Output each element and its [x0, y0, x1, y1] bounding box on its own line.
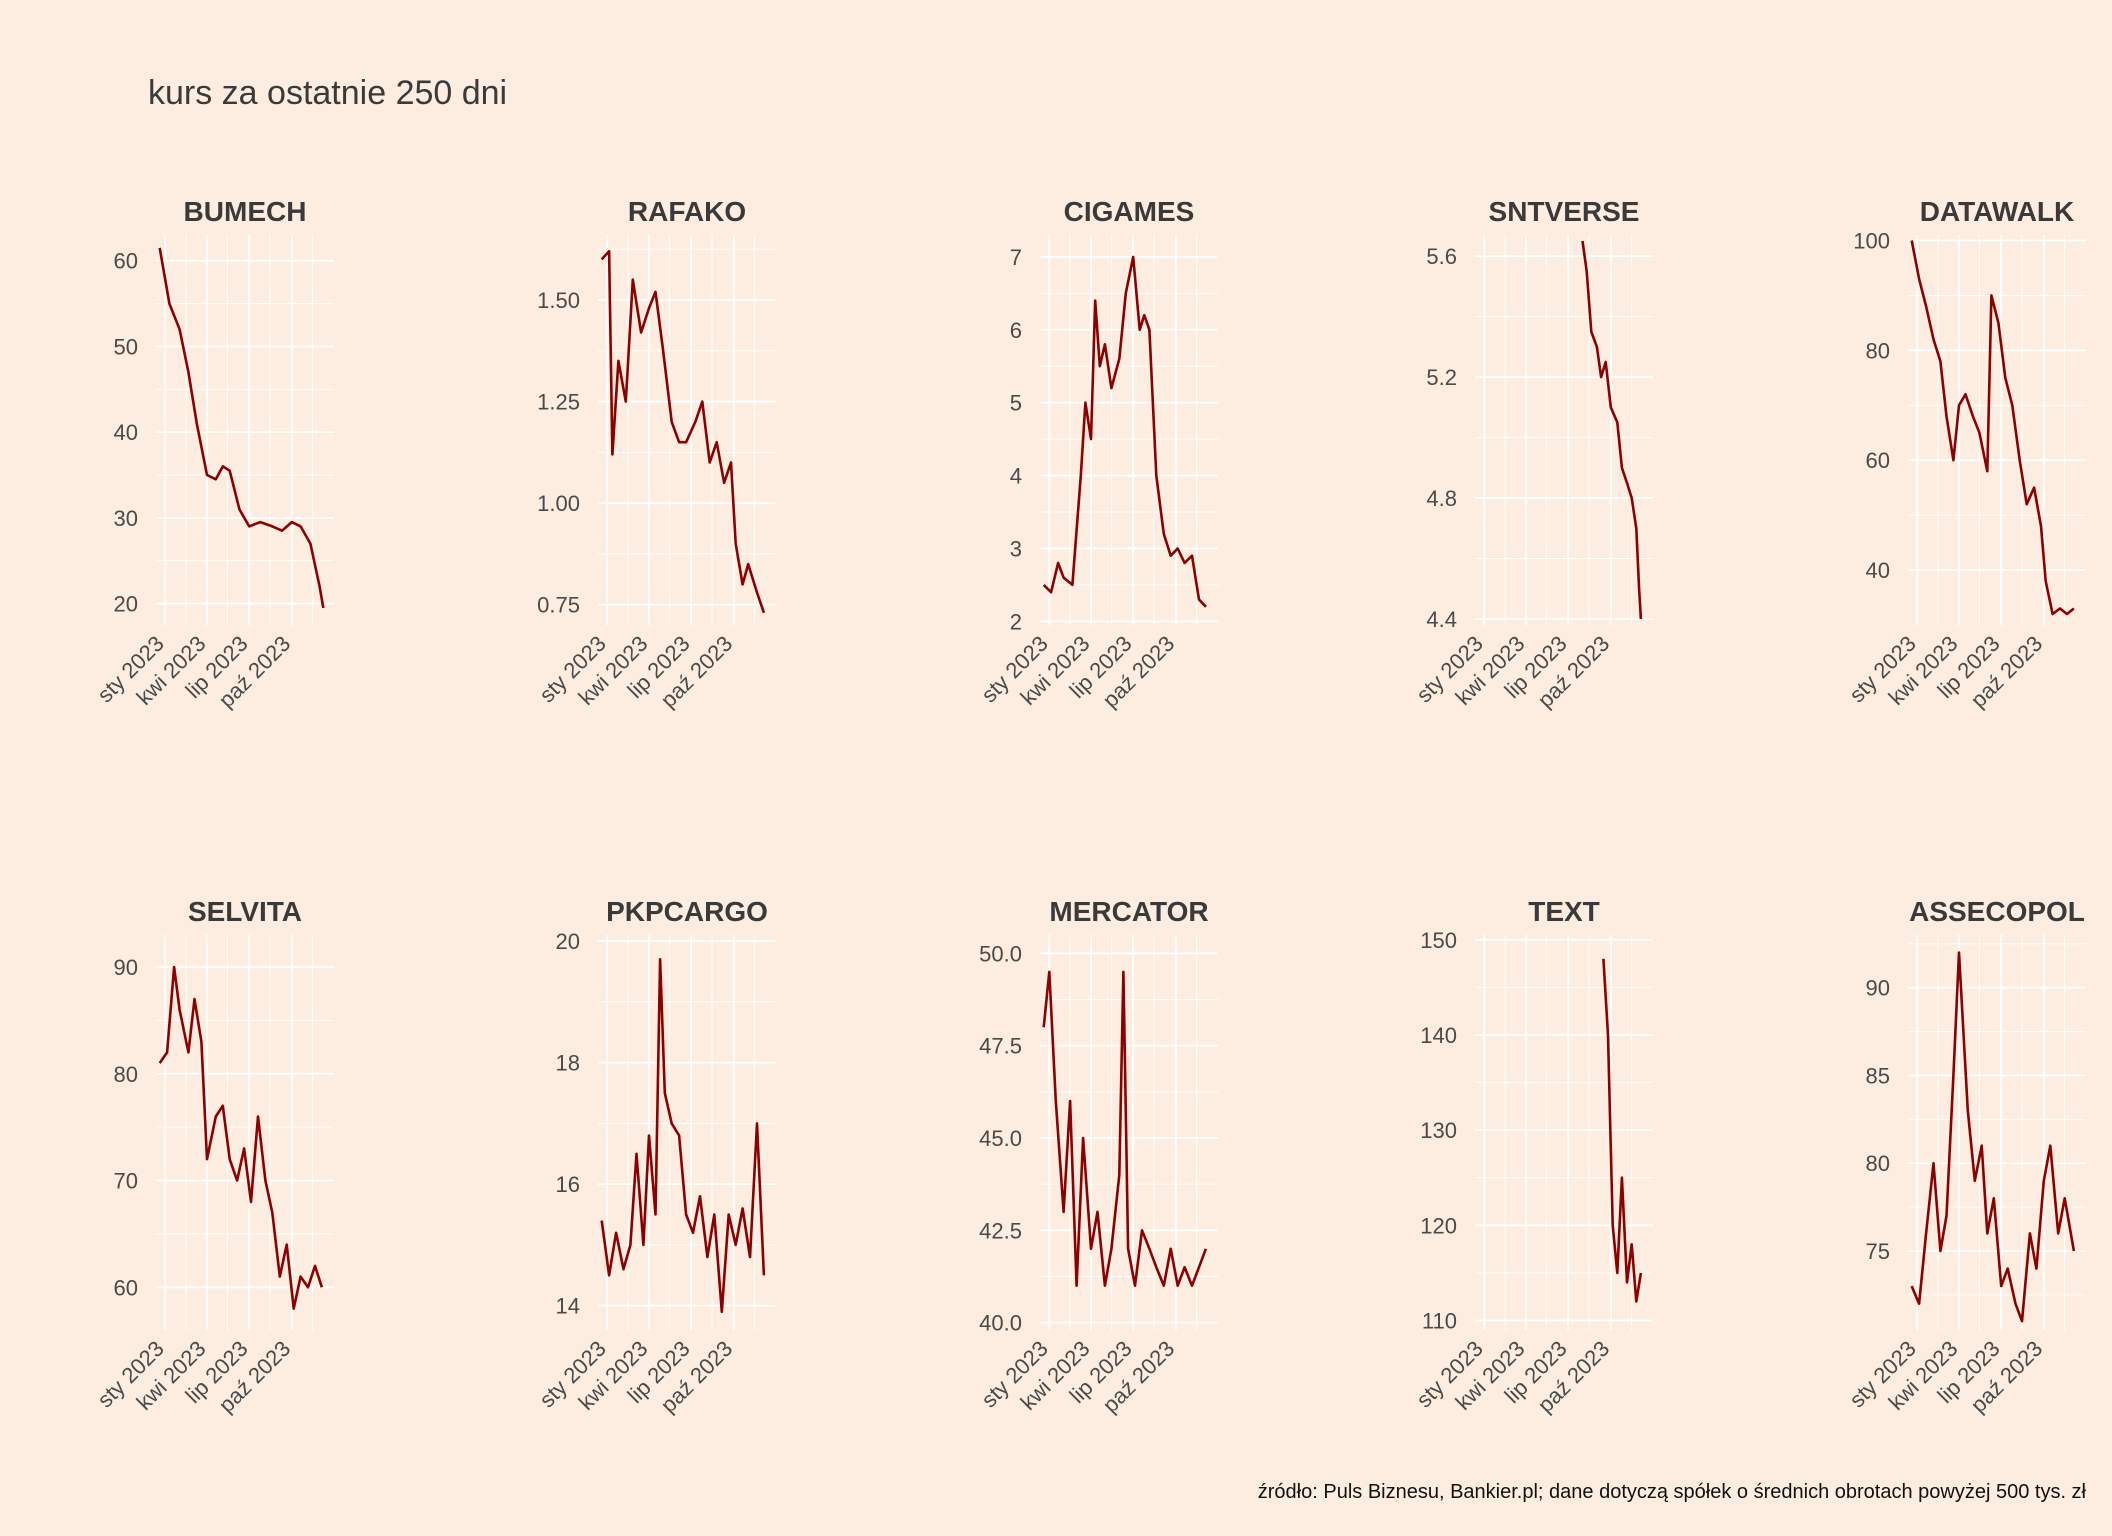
- y-tick-label: 80: [1866, 1151, 1890, 1176]
- y-tick-label: 60: [114, 249, 138, 274]
- panel-title: ASSECOPOL: [1909, 896, 2085, 927]
- y-tick-label: 100: [1853, 228, 1890, 253]
- y-tick-label: 75: [1866, 1239, 1890, 1264]
- y-tick-label: 4: [1010, 464, 1022, 489]
- panel-title: RAFAKO: [628, 196, 746, 227]
- panel-title: PKPCARGO: [606, 896, 768, 927]
- y-tick-label: 85: [1866, 1063, 1890, 1088]
- y-tick-label: 14: [556, 1294, 580, 1319]
- y-tick-label: 130: [1420, 1118, 1457, 1143]
- panel-title: TEXT: [1528, 896, 1600, 927]
- y-tick-label: 1.50: [537, 288, 580, 313]
- panel-title: SELVITA: [188, 896, 302, 927]
- y-tick-label: 80: [1866, 338, 1890, 363]
- y-tick-label: 150: [1420, 928, 1457, 953]
- price-line-mercator: [1042, 970, 1208, 1287]
- y-tick-label: 45.0: [979, 1126, 1022, 1151]
- y-tick-label: 70: [114, 1169, 138, 1194]
- y-tick-label: 2: [1010, 609, 1022, 634]
- price-line-cigames: [1042, 255, 1207, 608]
- panel-title: SNTVERSE: [1489, 196, 1640, 227]
- price-line-rafako: [600, 249, 766, 614]
- y-tick-label: 42.5: [979, 1218, 1022, 1243]
- y-tick-label: 4.8: [1426, 486, 1457, 511]
- y-tick-label: 1.00: [537, 491, 580, 516]
- y-tick-label: 20: [556, 929, 580, 954]
- panel-title: MERCATOR: [1049, 896, 1208, 927]
- y-tick-label: 40: [114, 420, 138, 445]
- price-line-text: [1602, 958, 1643, 1303]
- y-tick-label: 5.6: [1426, 244, 1457, 269]
- price-line-pkpcargo: [600, 957, 766, 1314]
- y-tick-label: 40.0: [979, 1311, 1022, 1336]
- y-tick-label: 40: [1866, 558, 1890, 583]
- y-tick-label: 7: [1010, 245, 1022, 270]
- y-tick-label: 110: [1422, 1308, 1457, 1333]
- y-tick-label: 20: [114, 592, 138, 617]
- y-tick-label: 50: [114, 334, 138, 359]
- y-tick-label: 1.25: [537, 390, 580, 415]
- y-tick-label: 60: [114, 1275, 138, 1300]
- price-line-assecopol: [1910, 951, 2076, 1323]
- y-tick-label: 0.75: [537, 593, 580, 618]
- y-tick-label: 30: [114, 506, 138, 531]
- y-tick-label: 140: [1420, 1023, 1457, 1048]
- y-tick-label: 3: [1010, 536, 1022, 561]
- y-tick-label: 60: [1866, 448, 1890, 473]
- price-line-selvita: [158, 965, 324, 1310]
- y-tick-label: 90: [114, 955, 138, 980]
- panel-title: DATAWALK: [1920, 196, 2075, 227]
- panel-title: CIGAMES: [1064, 196, 1195, 227]
- y-tick-label: 4.4: [1426, 607, 1457, 632]
- y-tick-label: 90: [1866, 976, 1890, 1001]
- panel-title: BUMECH: [184, 196, 307, 227]
- price-line-datawalk: [1910, 240, 2075, 616]
- y-tick-label: 5.2: [1426, 365, 1457, 390]
- price-line-bumech: [158, 247, 325, 609]
- y-tick-label: 80: [114, 1062, 138, 1087]
- y-tick-label: 120: [1420, 1213, 1457, 1238]
- price-line-sntverse: [1581, 240, 1643, 620]
- y-tick-label: 18: [556, 1051, 580, 1076]
- y-tick-label: 47.5: [979, 1034, 1022, 1059]
- y-tick-label: 16: [556, 1172, 580, 1197]
- y-tick-label: 50.0: [979, 941, 1022, 966]
- y-tick-label: 6: [1010, 318, 1022, 343]
- page-title: kurs za ostatnie 250 dni: [148, 74, 508, 112]
- y-tick-label: 5: [1010, 391, 1022, 416]
- source-note: źródło: Puls Biznesu, Bankier.pl; dane d…: [1257, 1481, 2086, 1503]
